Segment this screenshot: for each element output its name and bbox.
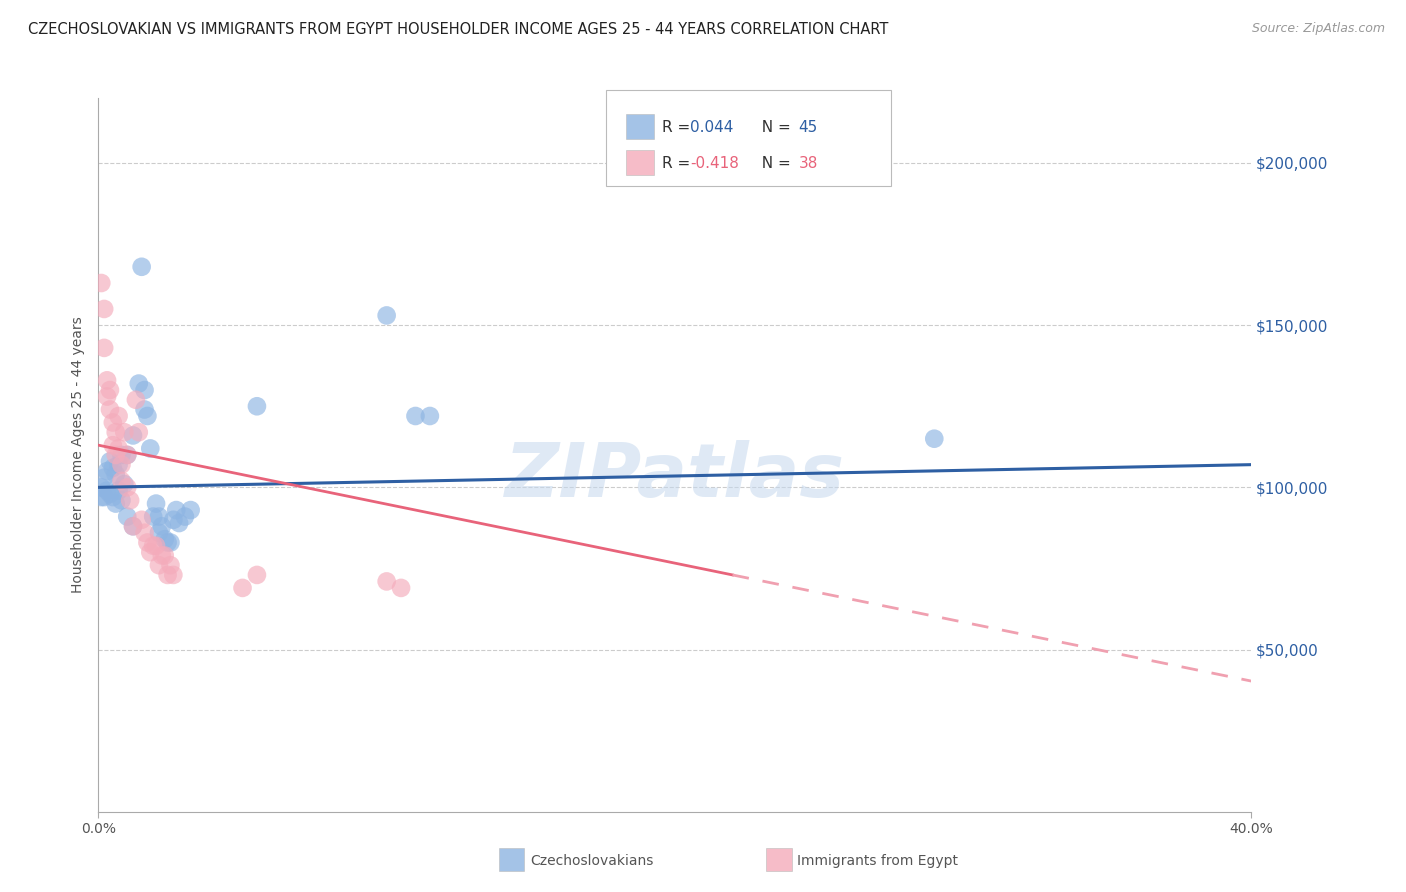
Point	[120, 493, 142, 508]
Point	[122, 428, 145, 442]
Point	[148, 525, 170, 540]
Text: CZECHOSLOVAKIAN VS IMMIGRANTS FROM EGYPT HOUSEHOLDER INCOME AGES 25 - 44 YEARS C: CZECHOSLOVAKIAN VS IMMIGRANTS FROM EGYPT…	[28, 22, 889, 37]
Point	[145, 497, 167, 511]
Point	[180, 503, 202, 517]
Point	[159, 535, 181, 549]
Point	[93, 341, 115, 355]
Point	[112, 425, 135, 440]
Point	[104, 448, 127, 462]
Point	[162, 513, 184, 527]
Text: Source: ZipAtlas.com: Source: ZipAtlas.com	[1251, 22, 1385, 36]
Text: R =: R =	[662, 120, 696, 135]
Point	[162, 568, 184, 582]
Point	[110, 458, 132, 472]
Point	[98, 487, 121, 501]
Point	[922, 432, 945, 446]
Point	[107, 442, 129, 456]
Point	[156, 568, 179, 582]
Point	[104, 467, 127, 482]
Point	[375, 309, 398, 323]
Point	[96, 373, 118, 387]
Point	[139, 442, 162, 456]
Point	[117, 448, 139, 462]
Point	[156, 535, 179, 549]
Point	[93, 490, 115, 504]
Point	[389, 581, 412, 595]
Point	[136, 409, 159, 423]
Point	[112, 477, 135, 491]
Point	[110, 474, 132, 488]
Text: Immigrants from Egypt: Immigrants from Egypt	[797, 854, 959, 868]
Point	[110, 493, 132, 508]
Point	[142, 509, 165, 524]
Point	[96, 483, 118, 498]
Point	[117, 448, 139, 462]
Point	[107, 483, 129, 498]
Text: 0.044: 0.044	[690, 120, 734, 135]
Point	[246, 399, 269, 413]
Text: 38: 38	[799, 156, 818, 170]
Point	[134, 525, 156, 540]
Point	[128, 425, 150, 440]
Point	[107, 409, 129, 423]
Point	[405, 409, 427, 423]
Point	[134, 383, 156, 397]
Point	[104, 425, 127, 440]
Point	[101, 461, 124, 475]
Point	[122, 519, 145, 533]
Point	[165, 503, 187, 517]
Point	[117, 509, 139, 524]
Text: Czechoslovakians: Czechoslovakians	[530, 854, 654, 868]
Point	[136, 535, 159, 549]
Point	[101, 490, 124, 504]
Point	[98, 402, 121, 417]
Text: N =: N =	[752, 156, 796, 170]
Text: ZIPatlas: ZIPatlas	[505, 440, 845, 513]
Point	[150, 549, 173, 563]
Point	[150, 519, 173, 533]
Text: 45: 45	[799, 120, 818, 135]
Point	[145, 539, 167, 553]
Point	[93, 301, 115, 316]
Point	[419, 409, 441, 423]
Point	[159, 558, 181, 573]
Point	[90, 490, 112, 504]
Point	[153, 549, 176, 563]
Text: -0.418: -0.418	[690, 156, 740, 170]
Point	[96, 464, 118, 478]
Point	[134, 402, 156, 417]
Point	[107, 458, 129, 472]
Point	[148, 558, 170, 573]
Point	[90, 276, 112, 290]
Point	[90, 480, 112, 494]
Point	[122, 519, 145, 533]
Point	[98, 383, 121, 397]
Point	[131, 513, 153, 527]
Text: R =: R =	[662, 156, 696, 170]
Point	[125, 392, 148, 407]
Point	[104, 497, 127, 511]
Point	[110, 448, 132, 462]
Point	[142, 539, 165, 553]
Y-axis label: Householder Income Ages 25 - 44 years: Householder Income Ages 25 - 44 years	[72, 317, 86, 593]
Point	[174, 509, 197, 524]
Point	[153, 533, 176, 547]
Point	[246, 568, 269, 582]
Point	[101, 416, 124, 430]
Point	[375, 574, 398, 589]
Text: N =: N =	[752, 120, 796, 135]
Point	[93, 470, 115, 484]
Point	[167, 516, 190, 530]
Point	[231, 581, 254, 595]
Point	[148, 509, 170, 524]
Point	[101, 438, 124, 452]
Point	[117, 480, 139, 494]
Point	[139, 545, 162, 559]
Point	[96, 390, 118, 404]
Point	[98, 454, 121, 468]
Point	[128, 376, 150, 391]
Point	[131, 260, 153, 274]
